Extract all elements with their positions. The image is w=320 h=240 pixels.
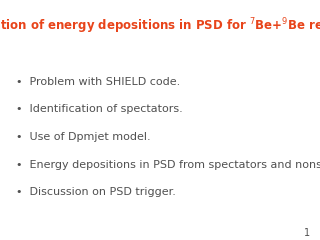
- Text: Simulation of energy depositions in PSD for $^{7}$Be+$^{9}$Be reaction: Simulation of energy depositions in PSD …: [0, 17, 320, 36]
- Text: •  Use of Dpmjet model.: • Use of Dpmjet model.: [16, 132, 151, 142]
- Text: •  Identification of spectators.: • Identification of spectators.: [16, 104, 183, 114]
- Text: 1: 1: [304, 228, 310, 238]
- Text: •  Energy depositions in PSD from spectators and nonspectators.: • Energy depositions in PSD from spectat…: [16, 160, 320, 170]
- Text: •  Discussion on PSD trigger.: • Discussion on PSD trigger.: [16, 187, 176, 197]
- Text: •  Problem with SHIELD code.: • Problem with SHIELD code.: [16, 77, 180, 87]
